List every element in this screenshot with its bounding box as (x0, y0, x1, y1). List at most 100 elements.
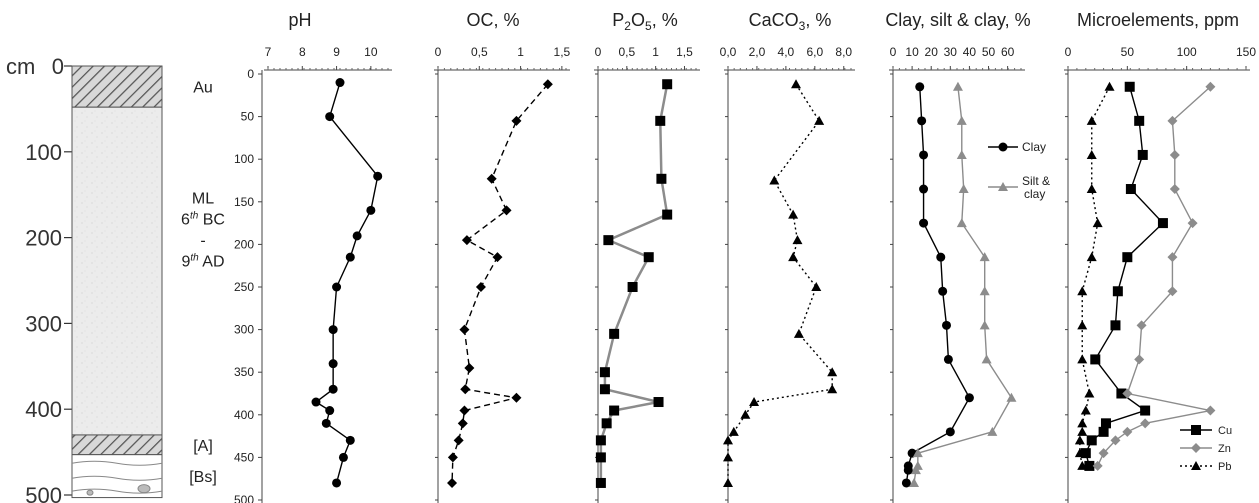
x-tick-label: 30 (944, 45, 958, 59)
data-point (1134, 115, 1145, 126)
soil-profile-column: 0 100 200 300 400 500 cm Au ML 6th BC -9th AD [A] [B… (6, 54, 225, 503)
data-point (1187, 218, 1198, 229)
y-tick-label: 0 (247, 67, 254, 81)
data-point (987, 426, 998, 436)
x-tick-label: 10 (905, 45, 919, 59)
data-point (492, 252, 503, 263)
data-point (1125, 184, 1136, 195)
legend-label: Silt & clay (1022, 174, 1050, 201)
data-point (788, 252, 799, 262)
x-tick-label: 1,5 (676, 45, 693, 59)
panel-title: OC, % (466, 10, 519, 30)
x-tick-label: 40 (963, 45, 977, 59)
data-point (1110, 435, 1121, 446)
data-point (910, 465, 921, 475)
data-point (1090, 354, 1101, 365)
legend-marker (1191, 461, 1201, 470)
data-point (1092, 460, 1103, 471)
data-point (956, 149, 967, 159)
data-point (1086, 149, 1097, 159)
data-point (321, 418, 331, 428)
horizon-wave (71, 475, 163, 481)
legend: Clay Silt & clay (988, 140, 1050, 201)
data-point (919, 184, 929, 194)
data-point (903, 465, 913, 475)
x-tick-label: 0,5 (618, 45, 635, 59)
data-point (1167, 252, 1178, 263)
data-point (601, 418, 612, 429)
data-point (964, 393, 974, 403)
x-tick-label: 7 (265, 45, 272, 59)
data-point (345, 435, 355, 445)
chart-panel-6: Microelements, ppm 0 50 100 150 Cu Zn Pb (1064, 10, 1256, 503)
legend-label: Cu (1218, 425, 1232, 437)
depth-tick-label: 300 (25, 311, 62, 336)
data-point (1122, 388, 1133, 399)
data-point (653, 397, 664, 408)
horizon-label: ML 6th BC -9th AD (181, 191, 225, 271)
x-tick-label: 6,0 (806, 45, 823, 59)
data-point (1112, 286, 1123, 297)
data-point (599, 367, 610, 378)
depth-tick-label: 400 (25, 397, 62, 422)
data-point (915, 82, 925, 92)
data-point (979, 252, 990, 262)
data-point (1077, 320, 1088, 330)
data-point (1080, 448, 1091, 459)
data-point (459, 405, 470, 416)
y-tick-label: 100 (234, 152, 254, 166)
data-point (486, 173, 497, 184)
data-point (941, 320, 951, 330)
x-tick-label: 0,0 (720, 45, 737, 59)
chart-panel-3: P2O5, % 0 0,5 1 1,5 (594, 10, 700, 503)
data-point (328, 359, 338, 369)
x-tick-label: 0 (595, 45, 602, 59)
chart-panels: pH7 8 9 10050100150200250300350400450500OC,… (234, 10, 1256, 503)
chart-panel-4: CaCO3, % 0,0 2,0 4,0 6,0 8,0 (720, 10, 855, 503)
data-point (979, 286, 990, 296)
data-point (447, 477, 458, 488)
panel-title: pH (288, 10, 311, 30)
data-point (459, 324, 470, 335)
legend-label: Zn (1218, 443, 1231, 455)
data-point (1006, 392, 1017, 402)
y-tick-label: 350 (234, 365, 254, 379)
data-point (464, 362, 475, 373)
data-point (827, 384, 838, 394)
horizon-block (71, 434, 163, 456)
data-point (1098, 426, 1109, 437)
horizon-stone (86, 489, 94, 496)
panel-title: Microelements, ppm (1077, 10, 1239, 30)
horizon-block (71, 106, 163, 436)
data-point (938, 286, 948, 296)
chart-panel-2: OC, % 0 0,5 1 1,5 (434, 10, 571, 503)
data-point (325, 406, 335, 416)
data-point (328, 384, 338, 394)
data-point (1205, 405, 1216, 416)
x-tick-label: 0,5 (471, 45, 488, 59)
data-point (595, 435, 606, 446)
data-point (1169, 184, 1180, 195)
data-point (1092, 218, 1103, 228)
x-tick-label: 2,0 (749, 45, 766, 59)
x-tick-label: 1,5 (554, 45, 571, 59)
data-point (1086, 252, 1097, 262)
chart-panel-5: Clay, silt & clay, % 0 10 20 30 40 50 60 Clay Sil… (885, 10, 1050, 503)
data-point (811, 282, 822, 291)
data-point (919, 150, 929, 160)
data-point (655, 115, 666, 126)
x-tick-label: 10 (364, 45, 378, 59)
data-point (952, 81, 963, 91)
x-tick-label: 60 (1001, 45, 1015, 59)
data-point (335, 78, 345, 88)
series-line (314, 82, 379, 484)
data-point (1084, 460, 1095, 471)
data-point (1157, 218, 1168, 229)
data-point (1077, 460, 1088, 470)
data-point (1104, 81, 1115, 91)
panel-title: CaCO3, % (749, 10, 832, 33)
data-point (1167, 286, 1178, 297)
data-point (662, 79, 673, 90)
horizon-wave (71, 460, 163, 466)
